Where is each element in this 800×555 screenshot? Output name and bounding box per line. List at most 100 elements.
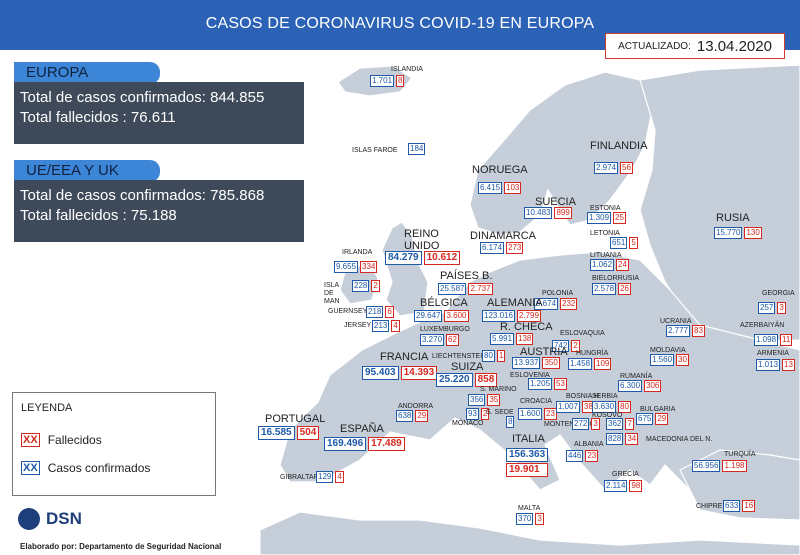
deaths-value: 3 xyxy=(591,418,600,430)
deaths-value: 2 xyxy=(371,280,380,292)
updated-stamp: ACTUALIZADO: 13.04.2020 xyxy=(605,33,785,59)
country-label-bielorrusia: BIELORRUSIA xyxy=(592,275,640,282)
country-label-islas-faroe: ISLAS FAROE xyxy=(352,147,398,154)
country-label-italia: ITALIA xyxy=(512,433,545,445)
deaths-value: 306 xyxy=(644,380,662,392)
cases-value: 84.279 xyxy=(385,251,422,265)
country-label-croacia: CROACIA xyxy=(520,398,552,405)
country-label-alemania: ALEMANIA xyxy=(487,297,543,309)
deaths-value: 5 xyxy=(629,237,638,249)
country-stat-lituania: 1.062 24 xyxy=(590,259,629,271)
cases-value: 6.174 xyxy=(480,242,505,254)
land-scandinavia xyxy=(469,71,653,236)
cases-value: 25.220 xyxy=(436,373,473,387)
cases-value: 3.630 xyxy=(592,401,617,413)
deaths-value: 2.737 xyxy=(468,283,493,295)
country-label-bulgaria: BULGARIA xyxy=(640,406,676,413)
country-label-suiza: SUIZA xyxy=(451,361,484,373)
cases-value: 446 xyxy=(566,450,584,462)
country-label-rumania: RUMANÍA xyxy=(620,373,653,380)
cases-value: 2.578 xyxy=(592,283,617,295)
country-stat-hungria: 1.458 109 xyxy=(568,358,612,370)
country-stat-grecia: 2.114 98 xyxy=(604,480,643,492)
cases-value: 169.496 xyxy=(324,437,367,451)
country-label-republica-checa: R. CHECA xyxy=(500,321,553,333)
cases-value: 675 xyxy=(636,413,654,425)
deaths-value: 16 xyxy=(742,500,756,512)
deaths-value: 2.799 xyxy=(516,310,541,322)
country-label-guernsey: GUERNSEY xyxy=(328,308,368,315)
country-label-santa-sede: S. SEDE xyxy=(486,409,514,416)
deaths-value: 26 xyxy=(618,283,631,295)
cases-value: 56.956 xyxy=(692,460,721,472)
country-label-liechtenstein: LIECHTENSTEIN xyxy=(432,353,488,360)
country-label-kosovo: KOSOVO xyxy=(592,412,623,419)
deaths-value: 334 xyxy=(360,261,378,273)
country-stat-italia: 156.363 19.901 xyxy=(506,448,549,477)
country-stat-finlandia: 2.974 56 xyxy=(594,162,633,174)
country-label-armenia: ARMENIA xyxy=(757,350,789,357)
deaths-value: 24 xyxy=(616,259,629,271)
europe-deaths-total: Total fallecidos : 76.611 xyxy=(20,109,176,126)
cases-value: 156.363 xyxy=(506,448,549,462)
country-stat-rusia: 15.770 130 xyxy=(714,227,762,239)
cases-value: 93 xyxy=(466,408,479,420)
deaths-value: 858 xyxy=(474,373,498,387)
country-stat-belgica: 29.647 3.600 xyxy=(414,310,469,322)
logo-name: DSN xyxy=(46,509,82,528)
country-stat-austria: 13.937 350 xyxy=(512,357,560,369)
country-label-jersey: JERSEY xyxy=(344,322,372,329)
country-label-noruega: NORUEGA xyxy=(472,164,528,176)
cases-value: 651 xyxy=(610,237,628,249)
cases-value: 2.777 xyxy=(666,325,691,337)
deaths-value: 6 xyxy=(385,306,394,318)
country-stat-andorra: 638 29 xyxy=(396,410,429,422)
cases-value: 6.300 xyxy=(618,380,643,392)
country-stat-liechtenstein: 80 1 xyxy=(482,350,506,362)
country-stat-francia: 95.403 14.393 xyxy=(362,366,438,380)
cases-value: 29.647 xyxy=(414,310,443,322)
deaths-value: 56 xyxy=(620,162,633,174)
country-stat-suecia: 10.483 899 xyxy=(524,207,572,219)
eu-tab: UE/EEA Y UK xyxy=(14,160,160,182)
legend-panel: LEYENDA XX Fallecidos XX Casos confirmad… xyxy=(12,392,216,496)
country-label-hungria: HUNGRÍA xyxy=(576,350,609,357)
page-title: CASOS DE CORONAVIRUS COVID-19 EN EUROPA xyxy=(205,15,595,32)
country-label-irlanda: IRLANDA xyxy=(342,249,373,256)
country-stat-turquia: 56.956 1.198 xyxy=(692,460,747,472)
country-label-moldavia: MOLDAVIA xyxy=(650,347,686,354)
cases-value: 2.974 xyxy=(594,162,619,174)
country-label-letonia: LETONIA xyxy=(590,230,620,237)
country-label-lituania: LITUANIA xyxy=(590,252,622,259)
deaths-value: 2 xyxy=(480,408,490,420)
deaths-value: 103 xyxy=(504,182,522,194)
country-stat-islandia: 1.701 8 xyxy=(370,75,405,87)
country-stat-estonia: 1.309 25 xyxy=(587,212,626,224)
country-stat-suiza: 25.220 858 xyxy=(436,373,498,387)
country-label-chipre: CHIPRE xyxy=(696,503,723,510)
deaths-value: 130 xyxy=(744,227,762,239)
deaths-value: 3 xyxy=(777,302,786,314)
country-stat-eslovaquia: 742 2 xyxy=(552,340,580,352)
cases-value: 1.205 xyxy=(528,378,553,390)
country-label-grecia: GRECIA xyxy=(612,471,639,478)
deaths-value: 1.198 xyxy=(722,460,747,472)
country-label-reino-unido: REINO UNIDO xyxy=(404,228,440,252)
country-label-montenegro: MONTENEGRO xyxy=(544,421,595,428)
country-stat-albania: 446 23 xyxy=(566,450,599,462)
cases-value: 1.013 xyxy=(756,359,781,371)
cases-value: 362 xyxy=(606,418,624,430)
country-stat-paises-bajos: 25.587 2.737 xyxy=(438,283,493,295)
cases-value: 1.098 xyxy=(754,334,779,346)
country-label-georgia: GEORGIA xyxy=(762,290,795,297)
country-stat-bielorrusia: 2.578 26 xyxy=(592,283,631,295)
deaths-value: 62 xyxy=(446,334,459,346)
country-stat-macedonia: 828 34 xyxy=(606,433,639,445)
country-stat-polonia: 6.674 232 xyxy=(534,298,578,310)
deaths-value: 11 xyxy=(780,334,793,346)
deaths-value: 8 xyxy=(396,75,405,87)
deaths-value: 38 xyxy=(582,401,595,413)
deaths-value: 23 xyxy=(544,408,557,420)
country-stat-croacia: 1.600 23 xyxy=(518,408,557,420)
country-stat-armenia: 1.013 13 xyxy=(756,359,795,371)
